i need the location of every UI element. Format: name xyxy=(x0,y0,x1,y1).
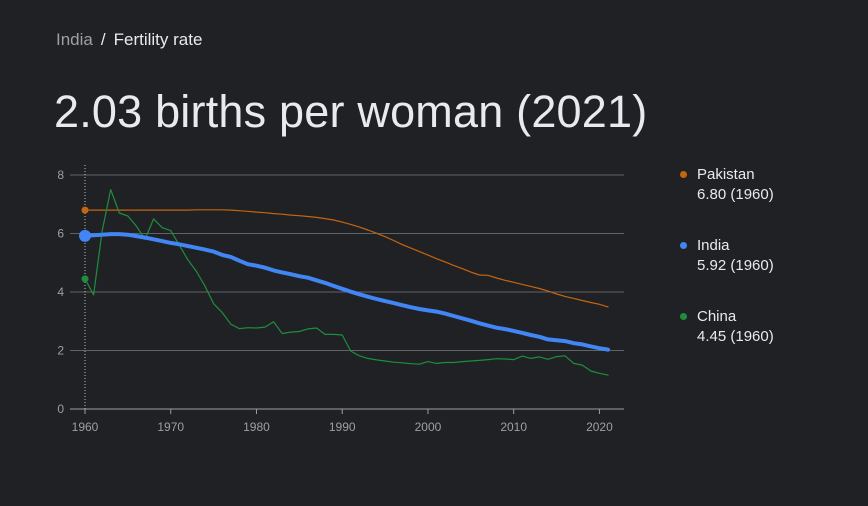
x-tick-label: 2010 xyxy=(500,420,527,434)
breadcrumb-parent-link[interactable]: India xyxy=(56,30,93,49)
legend-name: India xyxy=(697,237,730,254)
legend-value: 5.92 (1960) xyxy=(697,257,774,274)
series-line-india xyxy=(83,232,610,352)
series-line-china xyxy=(84,189,609,376)
x-tick-label: 2000 xyxy=(415,420,442,434)
hover-dot-india xyxy=(79,229,91,242)
y-tick-label: 6 xyxy=(57,227,64,241)
x-tick-label: 1990 xyxy=(329,420,356,434)
legend-item-pakistan[interactable]: Pakistan 6.80 (1960) xyxy=(680,165,860,205)
x-tick-label: 2020 xyxy=(586,420,613,434)
legend-item-india[interactable]: India 5.92 (1960) xyxy=(680,236,860,276)
breadcrumb: India / Fertility rate xyxy=(56,30,202,50)
x-tick-label: 1960 xyxy=(72,420,99,434)
legend: Pakistan 6.80 (1960) India 5.92 (1960) C… xyxy=(680,165,860,378)
legend-item-china[interactable]: China 4.45 (1960) xyxy=(680,307,860,347)
hover-dot-china xyxy=(81,275,89,283)
legend-name: Pakistan xyxy=(697,166,755,183)
legend-dot-pakistan xyxy=(680,171,687,178)
y-tick-label: 2 xyxy=(57,344,64,358)
x-tick-label: 1980 xyxy=(243,420,270,434)
breadcrumb-separator: / xyxy=(100,30,106,49)
y-tick-label: 0 xyxy=(57,402,64,416)
legend-name: China xyxy=(697,308,737,325)
legend-dot-china xyxy=(680,313,687,320)
breadcrumb-current: Fertility rate xyxy=(113,30,203,49)
headline-value: 2.03 births per woman (2021) xyxy=(54,86,648,137)
series-line-pakistan xyxy=(84,209,609,308)
y-tick-label: 8 xyxy=(57,168,64,182)
legend-dot-india xyxy=(680,242,687,249)
legend-value: 6.80 (1960) xyxy=(697,186,774,203)
y-tick-label: 4 xyxy=(57,285,64,299)
x-tick-label: 1970 xyxy=(157,420,184,434)
hover-dot-pakistan xyxy=(81,206,89,214)
legend-value: 4.45 (1960) xyxy=(697,328,774,345)
